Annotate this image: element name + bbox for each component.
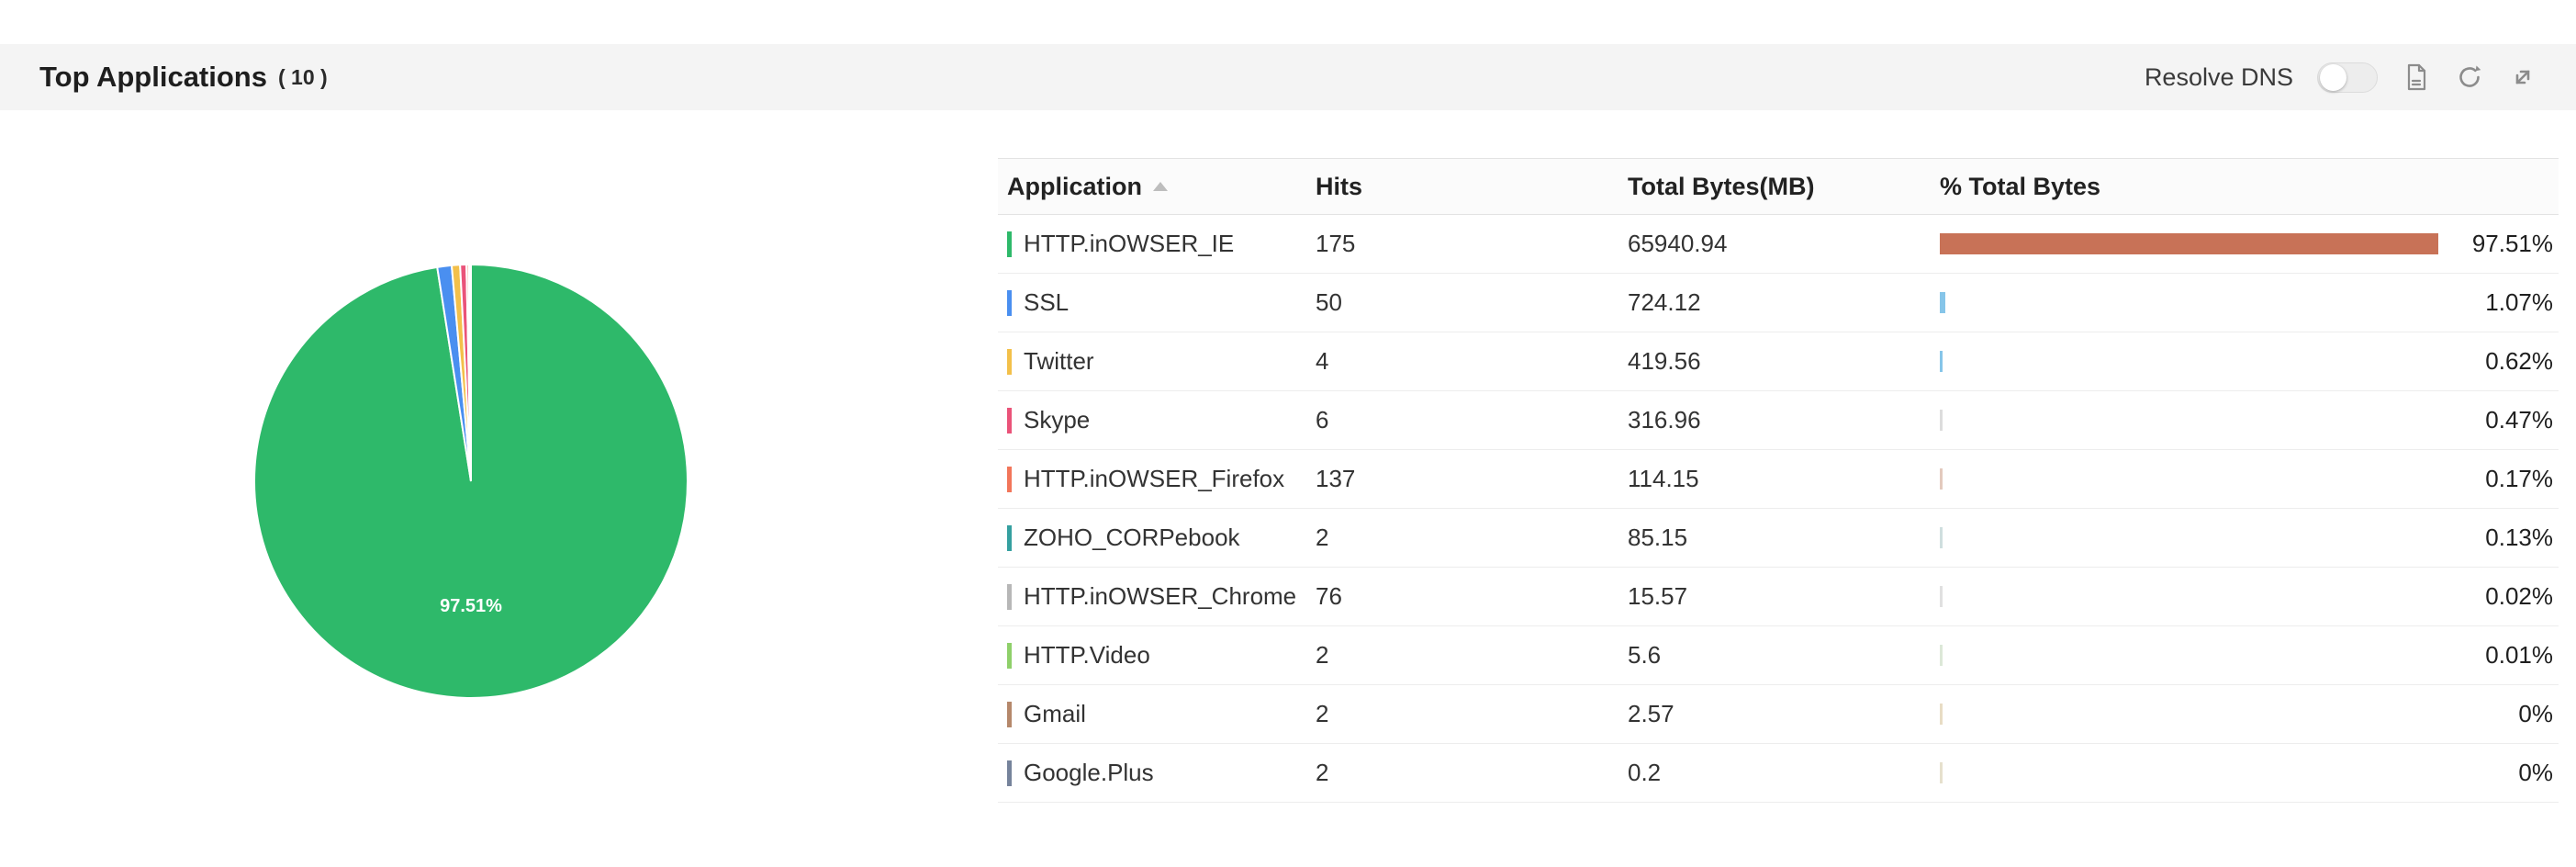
refresh-icon[interactable] bbox=[2455, 62, 2484, 92]
total-bytes-value: 15.57 bbox=[1628, 582, 1688, 610]
hits-value: 137 bbox=[1316, 465, 1356, 492]
app-name: ZOHO_CORPebook bbox=[1024, 524, 1240, 551]
app-color-marker bbox=[1007, 524, 1012, 551]
header-actions: Resolve DNS bbox=[2145, 62, 2537, 93]
resolve-dns-label: Resolve DNS bbox=[2144, 62, 2293, 91]
pct-total-bytes-bar bbox=[1940, 410, 1943, 431]
resolve-dns-toggle[interactable] bbox=[2317, 62, 2378, 93]
pie-chart: 97.51% bbox=[251, 261, 691, 702]
pct-total-bytes-value: 0.62% bbox=[2485, 347, 2553, 375]
app-name: HTTP.inOWSER_Firefox bbox=[1024, 465, 1285, 492]
hits-value: 2 bbox=[1316, 524, 1329, 551]
app-name: Gmail bbox=[1024, 700, 1086, 727]
applications-table: Application Hits Total Bytes(MB) % Total… bbox=[998, 158, 2559, 803]
panel-title: Top Applications bbox=[39, 61, 267, 93]
pct-total-bytes-bar bbox=[1940, 233, 2438, 254]
app-color-marker bbox=[1007, 231, 1012, 257]
hits-value: 2 bbox=[1316, 641, 1329, 669]
total-bytes-value: 2.57 bbox=[1628, 700, 1674, 727]
app-name: HTTP.inOWSER_IE bbox=[1024, 230, 1235, 257]
pct-total-bytes-value: 0.47% bbox=[2485, 406, 2553, 434]
total-bytes-value: 0.2 bbox=[1628, 759, 1662, 786]
hits-value: 4 bbox=[1316, 347, 1329, 375]
hits-value: 175 bbox=[1316, 230, 1356, 257]
app-color-marker bbox=[1007, 289, 1012, 316]
column-header-total-bytes[interactable]: Total Bytes(MB) bbox=[1628, 172, 1815, 200]
table-row[interactable]: Google.Plus 2 0.2 0% bbox=[998, 744, 2559, 803]
column-header-application[interactable]: Application bbox=[1007, 172, 1142, 200]
app-name: SSL bbox=[1024, 288, 1070, 316]
app-name: HTTP.inOWSER_Chrome bbox=[1024, 582, 1297, 610]
total-bytes-value: 419.56 bbox=[1628, 347, 1701, 375]
app-name: HTTP.Video bbox=[1024, 641, 1150, 669]
pct-total-bytes-bar bbox=[1940, 527, 1943, 548]
hits-value: 6 bbox=[1316, 406, 1329, 434]
app-color-marker bbox=[1007, 760, 1012, 786]
total-bytes-value: 114.15 bbox=[1628, 465, 1699, 492]
app-color-marker bbox=[1007, 466, 1012, 492]
total-bytes-value: 724.12 bbox=[1628, 288, 1701, 316]
table-row[interactable]: Gmail 2 2.57 0% bbox=[998, 685, 2559, 744]
pdf-export-icon[interactable] bbox=[2402, 62, 2431, 92]
table-row[interactable]: HTTP.inOWSER_Chrome 76 15.57 0.02% bbox=[998, 568, 2559, 626]
sort-asc-icon[interactable] bbox=[1153, 182, 1168, 191]
pct-total-bytes-bar bbox=[1940, 704, 1943, 725]
table-row[interactable]: HTTP.inOWSER_IE 175 65940.94 97.51% bbox=[998, 215, 2559, 274]
toggle-knob bbox=[2320, 63, 2346, 91]
total-bytes-value: 316.96 bbox=[1628, 406, 1701, 434]
pct-total-bytes-bar bbox=[1940, 762, 1943, 783]
app-color-marker bbox=[1007, 407, 1012, 434]
pct-total-bytes-value: 1.07% bbox=[2485, 288, 2553, 316]
app-color-marker bbox=[1007, 642, 1012, 669]
pct-total-bytes-bar bbox=[1940, 292, 1945, 313]
pct-total-bytes-bar bbox=[1940, 351, 1943, 372]
total-bytes-value: 65940.94 bbox=[1628, 230, 1728, 257]
table-body: HTTP.inOWSER_IE 175 65940.94 97.51% SSL 50 724… bbox=[998, 215, 2559, 803]
pct-total-bytes-bar bbox=[1940, 468, 1943, 490]
table-row[interactable]: HTTP.inOWSER_Firefox 137 114.15 0.17% bbox=[998, 450, 2559, 509]
expand-icon[interactable] bbox=[2508, 62, 2537, 92]
table-header-row: Application Hits Total Bytes(MB) % Total… bbox=[998, 158, 2559, 215]
table-row[interactable]: ZOHO_CORPebook 2 85.15 0.13% bbox=[998, 509, 2559, 568]
app-name: Google.Plus bbox=[1024, 759, 1154, 786]
table-row[interactable]: SSL 50 724.12 1.07% bbox=[998, 274, 2559, 332]
hits-value: 50 bbox=[1316, 288, 1342, 316]
pct-total-bytes-value: 97.51% bbox=[2471, 230, 2553, 257]
pie-slice-label: 97.51% bbox=[440, 596, 502, 616]
app-name: Twitter bbox=[1024, 347, 1094, 375]
table-row[interactable]: Twitter 4 419.56 0.62% bbox=[998, 332, 2559, 391]
panel-header: Top Applications ( 10 ) Resolve DNS bbox=[0, 44, 2576, 110]
total-bytes-value: 5.6 bbox=[1628, 641, 1662, 669]
hits-value: 76 bbox=[1316, 582, 1342, 610]
pie-chart-svg bbox=[252, 263, 689, 699]
app-color-marker bbox=[1007, 701, 1012, 727]
total-bytes-value: 85.15 bbox=[1628, 524, 1688, 551]
pct-total-bytes-bar bbox=[1940, 645, 1943, 666]
app-color-marker bbox=[1007, 583, 1012, 610]
hits-value: 2 bbox=[1316, 759, 1329, 786]
pct-total-bytes-value: 0.13% bbox=[2485, 524, 2553, 551]
column-header-hits[interactable]: Hits bbox=[1316, 172, 1363, 200]
app-color-marker bbox=[1007, 348, 1012, 375]
table-row[interactable]: Skype 6 316.96 0.47% bbox=[998, 391, 2559, 450]
column-header-pct-total-bytes[interactable]: % Total Bytes bbox=[1940, 172, 2101, 200]
pct-total-bytes-value: 0.17% bbox=[2485, 465, 2553, 492]
panel-count: ( 10 ) bbox=[278, 64, 328, 89]
app-name: Skype bbox=[1024, 406, 1091, 434]
pct-total-bytes-value: 0.01% bbox=[2485, 641, 2553, 669]
pct-total-bytes-bar bbox=[1940, 586, 1943, 607]
pct-total-bytes-value: 0.02% bbox=[2485, 582, 2553, 610]
hits-value: 2 bbox=[1316, 700, 1329, 727]
table-row[interactable]: HTTP.Video 2 5.6 0.01% bbox=[998, 626, 2559, 685]
pct-total-bytes-value: 0% bbox=[2518, 759, 2553, 786]
pct-total-bytes-value: 0% bbox=[2518, 700, 2553, 727]
